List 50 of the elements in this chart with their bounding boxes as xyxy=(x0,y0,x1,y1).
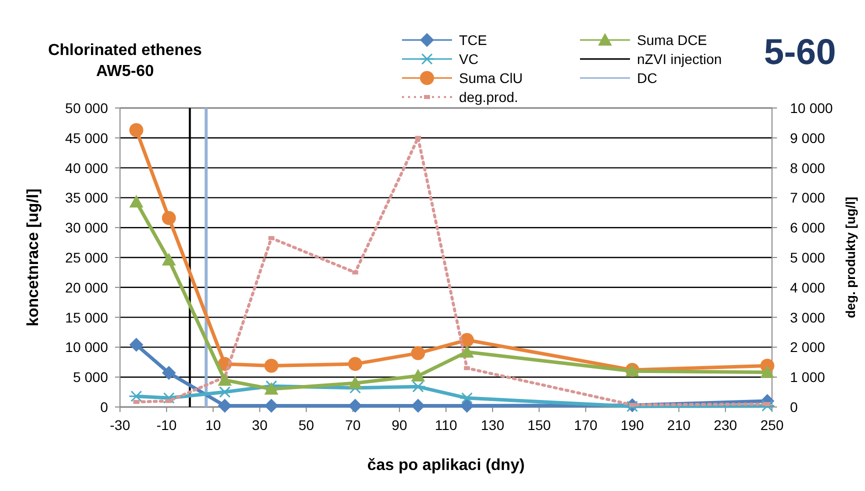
y-tick-label: 15 000 xyxy=(65,309,108,326)
y2-tick-label: 1 000 xyxy=(790,369,826,386)
y2-tick-label: 0 xyxy=(790,399,798,415)
text: 5-60 xyxy=(764,31,836,72)
y2-tick-label: 4 000 xyxy=(790,279,826,296)
chart-subtitle: AW5-60 xyxy=(96,63,154,80)
y-tick-label: 45 000 xyxy=(65,130,108,146)
legend-label: Suma DCE xyxy=(637,32,708,48)
legend-label: Suma ClU xyxy=(459,70,523,86)
y2-tick-label: 8 000 xyxy=(790,160,826,176)
x-axis-title: čas po aplikaci (dny) xyxy=(367,457,525,474)
x-tick-label: 150 xyxy=(527,417,552,433)
legend-label: nZVI injection xyxy=(637,51,722,67)
x-tick-label: 90 xyxy=(392,417,408,433)
y2-tick-label: 5 000 xyxy=(790,250,826,266)
y-tick-label: 40 000 xyxy=(65,160,108,176)
x-tick-label: 130 xyxy=(480,417,504,433)
y-tick-label: 35 000 xyxy=(65,190,108,206)
y2-tick-label: 10 000 xyxy=(790,100,834,116)
x-tick-label: -10 xyxy=(156,417,177,433)
y2-tick-label: 6 000 xyxy=(790,220,826,236)
x-tick-label: -30 xyxy=(110,417,130,433)
x-tick-label: 50 xyxy=(298,417,314,433)
x-tick-label: 170 xyxy=(574,417,598,433)
y-tick-label: 0 xyxy=(100,399,108,415)
y2-tick-label: 9 000 xyxy=(790,130,826,146)
legend-label: TCE xyxy=(459,32,487,48)
y2-tick-label: 2 000 xyxy=(790,339,826,356)
y-tick-label: 25 000 xyxy=(65,250,108,266)
legend-label: deg.prod. xyxy=(459,89,518,105)
x-tick-label: 110 xyxy=(434,417,458,433)
y-tick-label: 30 000 xyxy=(65,220,108,236)
x-tick-label: 250 xyxy=(760,417,784,433)
y2-axis-title: deg. produkty [ug/l] xyxy=(843,196,858,318)
x-tick-label: 210 xyxy=(667,417,691,433)
legend-label: DC xyxy=(637,70,658,86)
y2-tick-label: 7 000 xyxy=(790,190,826,206)
legend-label: VC xyxy=(459,51,478,67)
y-tick-label: 20 000 xyxy=(65,279,108,296)
y-tick-label: 10 000 xyxy=(65,339,108,356)
x-tick-label: 70 xyxy=(345,417,361,433)
x-tick-label: 10 xyxy=(205,417,222,433)
x-tick-label: 230 xyxy=(714,417,738,433)
x-tick-label: 190 xyxy=(620,417,644,433)
y-tick-label: 50 000 xyxy=(65,100,108,116)
y2-tick-label: 3 000 xyxy=(790,309,826,326)
x-tick-label: 30 xyxy=(252,417,268,433)
y-axis-title: koncetnrace [ug/l] xyxy=(25,188,42,326)
y-tick-label: 5 000 xyxy=(72,369,108,386)
chart-title: Chlorinated ethenes xyxy=(48,42,202,59)
